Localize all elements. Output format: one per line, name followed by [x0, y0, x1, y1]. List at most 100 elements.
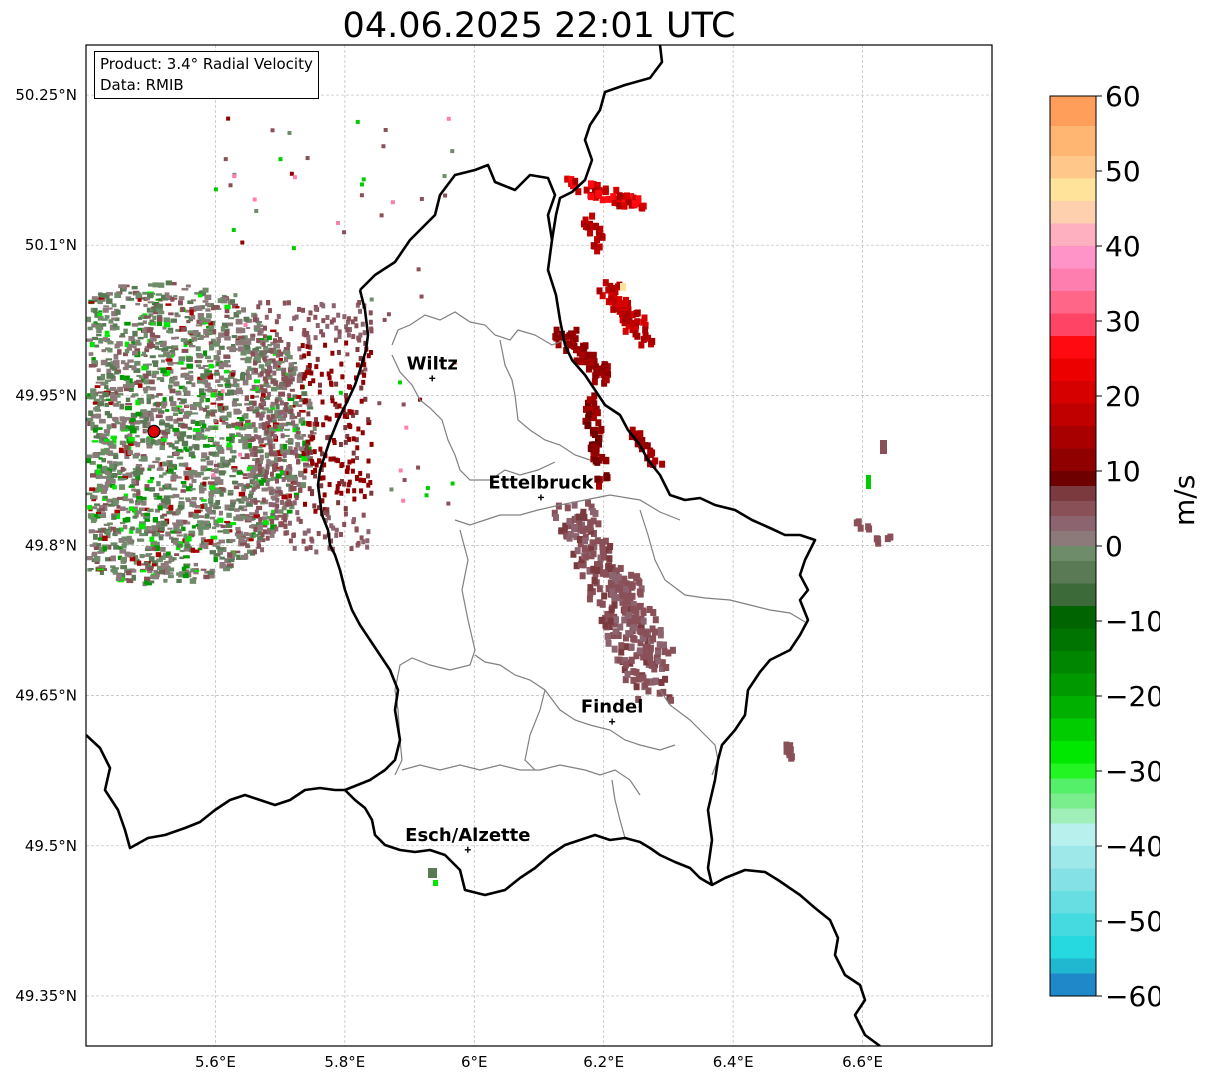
radar-echo-cell	[167, 361, 174, 366]
radar-echo-cell	[216, 444, 222, 451]
radar-echo-cell	[252, 549, 257, 555]
radar-echo-cell	[289, 503, 295, 510]
radar-echo-cell	[135, 379, 143, 383]
radar-echo-cell	[215, 499, 221, 505]
radar-echo-cell	[213, 553, 221, 557]
radar-echo-cell	[312, 426, 317, 431]
radar-echo-cell	[278, 357, 283, 364]
radar-echo-cell	[147, 568, 153, 574]
radar-echo-cell	[649, 625, 656, 633]
radar-echo-cell	[194, 444, 200, 451]
radar-echo-cell	[220, 524, 226, 529]
radar-echo-cell	[105, 340, 112, 343]
radar-echo-cell	[356, 426, 361, 432]
radar-echo-cell	[306, 369, 311, 375]
radar-echo-cell	[236, 433, 241, 436]
radar-echo-cell	[172, 464, 177, 470]
radar-echo-cell	[104, 330, 110, 335]
radar-echo-cell	[286, 374, 291, 381]
radar-echo-cell	[272, 338, 277, 344]
lat-tick-label: 49.5°N	[25, 837, 77, 855]
radar-echo-cell	[347, 479, 352, 485]
city-label: Ettelbruck	[488, 472, 594, 493]
radar-echo-cell	[202, 520, 210, 525]
radar-echo-cell	[302, 353, 307, 359]
radar-echo-cell	[634, 318, 641, 326]
radar-echo-cell	[96, 376, 103, 381]
radar-echo-cell	[286, 509, 293, 514]
lon-tick-label: 5.6°E	[195, 1053, 236, 1071]
radar-echo-cell	[197, 547, 203, 551]
radar-echo-cell	[281, 370, 286, 376]
radar-echo-cell	[148, 487, 156, 492]
radar-echo-cell	[173, 430, 180, 437]
radar-echo-cell	[603, 474, 610, 482]
radar-echo-cell	[283, 450, 288, 455]
radar-echo-cell	[166, 355, 173, 358]
radar-echo-cell	[572, 177, 579, 185]
radar-echo-cell	[179, 571, 185, 576]
radar-echo-cell	[129, 527, 134, 534]
radar-echo-cell	[304, 546, 309, 552]
radar-echo-cell	[245, 419, 251, 424]
radar-echo-cell	[240, 456, 246, 460]
radar-echo-cell	[163, 578, 168, 583]
radar-echo-cell	[112, 568, 118, 575]
radar-echo-cell	[265, 535, 270, 541]
radar-echo-cell	[178, 296, 185, 301]
radar-echo-cell	[176, 534, 183, 537]
radar-echo-cell	[553, 334, 560, 342]
radar-echo-cell	[139, 569, 147, 573]
radar-echo-cell	[274, 526, 279, 532]
radar-echo-cell	[134, 452, 141, 457]
radar-echo-cell	[424, 493, 429, 498]
radar-echo-cell	[252, 197, 257, 202]
radar-echo-cell	[137, 469, 144, 475]
radar-echo-cell	[108, 401, 114, 406]
radar-echo-cell	[167, 555, 173, 558]
radar-echo-cell	[275, 503, 280, 509]
radar-echo-cell	[99, 395, 104, 400]
radar-echo-cell	[91, 300, 98, 303]
radar-echo-cell	[188, 375, 194, 381]
colorbar-bin	[1050, 891, 1096, 914]
radar-echo-cell	[262, 356, 267, 362]
radar-echo-cell	[253, 499, 258, 505]
radar-echo-cell	[292, 545, 297, 551]
radar-echo-cell	[202, 365, 209, 368]
radar-echo-cell	[276, 363, 281, 367]
radar-echo-cell	[213, 519, 219, 526]
radar-echo-cell	[205, 319, 211, 323]
radar-echo-cell	[200, 373, 206, 379]
radar-echo-cell	[146, 394, 152, 400]
radar-echo-cell	[183, 341, 189, 345]
radar-echo-cell	[598, 425, 605, 433]
radar-echo-cell	[266, 424, 272, 429]
radar-echo-cell	[223, 369, 230, 374]
radar-echo-cell	[873, 535, 880, 543]
radar-echo-cell	[298, 518, 303, 524]
radar-echo-cell	[271, 403, 277, 406]
radar-echo-cell	[98, 418, 106, 424]
radar-echo-cell	[278, 360, 285, 364]
radar-echo-cell	[87, 454, 93, 459]
radar-echo-cell	[390, 200, 395, 205]
radar-echo-cell	[156, 316, 163, 322]
radar-echo-cell	[284, 434, 290, 437]
radar-echo-cell	[273, 457, 279, 463]
radar-echo-cell	[289, 326, 294, 332]
radar-echo-cell	[343, 425, 348, 431]
radar-echo-cell	[330, 398, 335, 404]
radar-echo-cell	[365, 544, 370, 550]
radar-echo-cell	[205, 302, 211, 307]
radar-echo-cell	[158, 354, 166, 358]
radar-echo-cell	[599, 453, 606, 461]
radar-echo-cell	[257, 472, 264, 478]
radar-echo-cell	[310, 489, 315, 495]
radar-echo-cell	[117, 386, 124, 393]
radar-echo-cell	[103, 439, 110, 442]
radar-echo-cell	[596, 585, 603, 593]
radar-echo-cell	[312, 503, 317, 509]
radar-echo-cell	[562, 522, 569, 530]
radar-echo-cell	[121, 441, 127, 447]
